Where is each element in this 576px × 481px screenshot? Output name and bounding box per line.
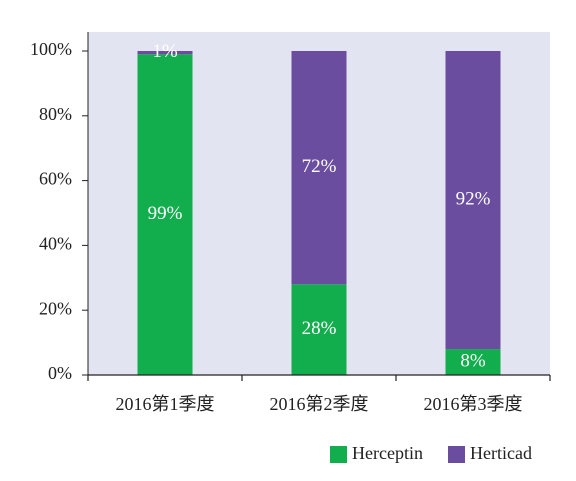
data-label-herticad-1: 1%: [152, 41, 178, 62]
bar-herticad-3: [445, 51, 501, 350]
y-tick-label: 40%: [39, 234, 72, 254]
y-tick-label: 100%: [30, 39, 72, 59]
bar-herceptin-2: [291, 284, 347, 375]
x-tick-label: 2016第1季度: [116, 394, 215, 414]
bar-herceptin-1: [137, 54, 193, 376]
y-tick-label: 60%: [39, 169, 72, 189]
y-tick-label: 20%: [39, 298, 72, 318]
legend-swatch-herticad: [448, 446, 465, 463]
bar-herceptin-3: [445, 349, 501, 375]
bar-herticad-2: [291, 51, 347, 285]
legend-label-herceptin: Herceptin: [352, 443, 423, 463]
bar-herticad-1: [137, 51, 193, 55]
data-label-herceptin-1: 99%: [148, 203, 183, 224]
y-tick-label: 0%: [48, 363, 72, 383]
legend-swatch-herceptin: [330, 446, 347, 463]
x-tick-label: 2016第3季度: [424, 394, 523, 414]
legend-label-herticad: Herticad: [470, 443, 532, 463]
data-label-herceptin-2: 28%: [302, 318, 337, 339]
y-tick-label: 80%: [39, 104, 72, 124]
data-label-herticad-3: 92%: [456, 188, 491, 209]
x-tick-label: 2016第2季度: [270, 394, 369, 414]
data-label-herceptin-3: 8%: [460, 350, 486, 371]
data-label-herticad-2: 72%: [302, 156, 337, 177]
